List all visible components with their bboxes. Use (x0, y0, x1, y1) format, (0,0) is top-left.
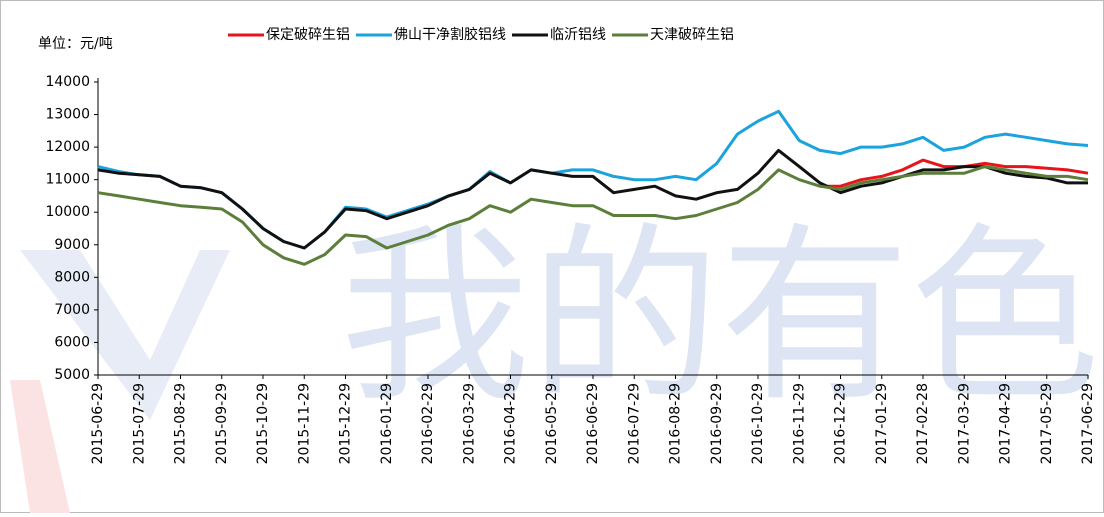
x-tick-label: 2016-02-29 (420, 383, 436, 464)
series-line (97, 165, 1089, 266)
x-tick-label: 2016-01-29 (379, 383, 395, 464)
x-tick-label: 2016-09-29 (709, 383, 725, 464)
y-tick-label: 9000 (54, 237, 90, 253)
x-tick-label: 2016-11-29 (791, 383, 807, 464)
x-tick-label: 2016-08-29 (668, 383, 684, 464)
legend-label: 天津破碎生铝 (650, 27, 734, 43)
x-tick-label: 2015-06-29 (90, 383, 106, 464)
x-tick-label: 2017-04-29 (998, 383, 1014, 464)
logo-shape (10, 380, 70, 513)
y-tick-label: 5000 (54, 367, 90, 383)
x-tick-label: 2016-06-29 (585, 383, 601, 464)
x-tick-label: 2016-07-29 (626, 383, 642, 464)
x-tick-label: 2015-10-29 (255, 383, 271, 464)
x-tick-label: 2015-09-29 (214, 383, 230, 464)
y-tick-label: 13000 (45, 107, 90, 123)
x-tick-label: 2016-03-29 (461, 383, 477, 464)
y-tick-label: 10000 (45, 204, 90, 220)
x-tick-label: 2016-04-29 (503, 383, 519, 464)
y-tick-label: 12000 (45, 139, 90, 155)
x-tick-label: 2015-12-29 (338, 383, 354, 464)
x-tick-label: 2017-05-29 (1039, 383, 1055, 464)
y-tick-label: 14000 (45, 74, 90, 90)
x-tick-label: 2017-03-29 (956, 383, 972, 464)
logo-shape (20, 250, 230, 420)
legend-label: 佛山干净割胶铝线 (394, 26, 506, 43)
x-tick-label: 2017-02-28 (915, 383, 931, 464)
series-line (97, 148, 1088, 250)
y-tick-label: 7000 (54, 302, 90, 318)
y-tick-label: 6000 (54, 334, 90, 350)
y-tick-label: 8000 (54, 269, 90, 285)
watermark: 我的有色 (340, 206, 1100, 427)
x-tick-label: 2016-10-29 (750, 383, 766, 464)
legend-label: 保定破碎生铝 (266, 27, 350, 43)
x-tick-label: 2015-11-29 (296, 383, 312, 464)
x-tick-label: 2017-06-29 (1080, 383, 1096, 464)
unit-label: 单位：元/吨 (38, 36, 113, 52)
x-tick-label: 2015-08-29 (173, 383, 189, 464)
x-tick-label: 2017-01-29 (874, 383, 890, 464)
y-tick-label: 11000 (45, 172, 90, 188)
series-line (819, 158, 1089, 188)
x-tick-label: 2015-07-29 (131, 383, 147, 464)
legend-label: 临沂铝线 (550, 27, 606, 43)
x-tick-label: 2016-05-29 (544, 383, 560, 464)
x-tick-label: 2016-12-29 (833, 383, 849, 464)
